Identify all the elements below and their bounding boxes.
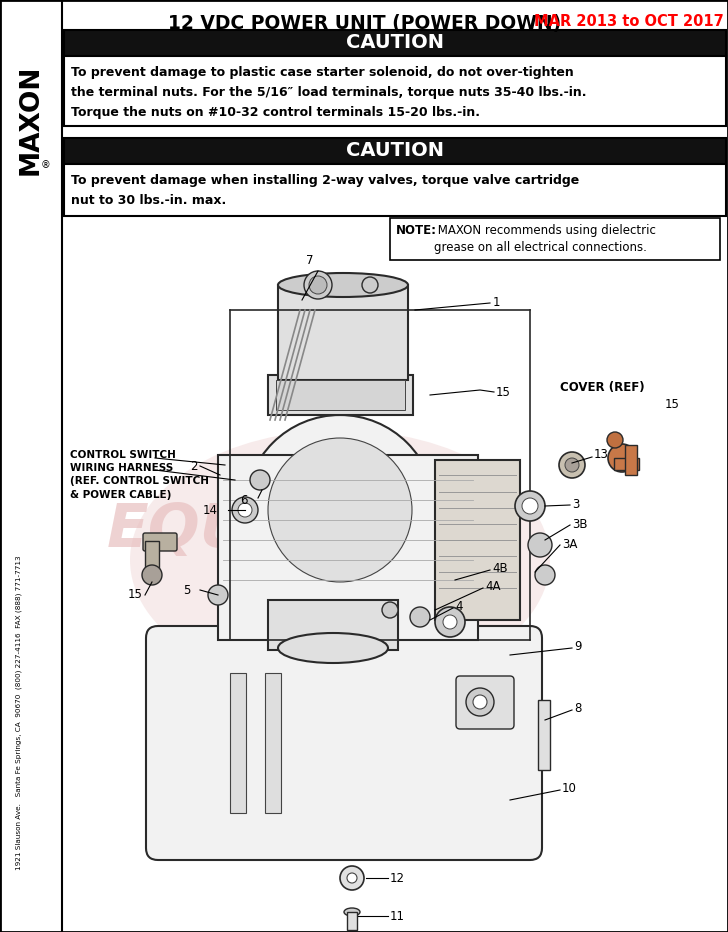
Circle shape xyxy=(304,271,332,299)
Bar xyxy=(435,460,520,620)
Text: 1921 Slauson Ave.   Santa Fe Springs, CA  90670  (800) 227-4116  FAX (888) 771-7: 1921 Slauson Ave. Santa Fe Springs, CA 9… xyxy=(16,555,23,870)
Circle shape xyxy=(443,615,457,629)
Text: nut to 30 lbs.-in. max.: nut to 30 lbs.-in. max. xyxy=(71,194,226,207)
Bar xyxy=(625,445,637,475)
Text: 1: 1 xyxy=(493,296,501,309)
Bar xyxy=(0,0,62,932)
Circle shape xyxy=(473,695,487,709)
Text: the terminal nuts. For the 5/16″ load terminals, torque nuts 35-40 lbs.-in.: the terminal nuts. For the 5/16″ load te… xyxy=(71,86,587,99)
FancyBboxPatch shape xyxy=(456,676,514,729)
Circle shape xyxy=(245,415,435,605)
Text: NOTE:: NOTE: xyxy=(396,224,437,237)
Ellipse shape xyxy=(130,430,550,690)
Circle shape xyxy=(340,866,364,890)
Bar xyxy=(64,56,726,126)
Text: SPECS: SPECS xyxy=(221,542,459,608)
Circle shape xyxy=(208,585,228,605)
Bar xyxy=(230,673,246,813)
Circle shape xyxy=(347,873,357,883)
Circle shape xyxy=(565,458,579,472)
Text: 12: 12 xyxy=(390,871,405,884)
Bar xyxy=(64,164,726,216)
Text: 15: 15 xyxy=(496,386,511,399)
Circle shape xyxy=(309,276,327,294)
Text: CAUTION: CAUTION xyxy=(346,34,444,52)
Bar xyxy=(347,912,357,930)
Text: 8: 8 xyxy=(574,703,582,716)
Bar xyxy=(265,673,281,813)
Ellipse shape xyxy=(278,273,408,297)
Circle shape xyxy=(466,688,494,716)
Bar xyxy=(268,600,398,650)
Circle shape xyxy=(362,277,378,293)
Text: MAXON: MAXON xyxy=(18,65,44,175)
Text: 4B: 4B xyxy=(492,563,507,575)
Text: COVER (REF): COVER (REF) xyxy=(560,381,644,394)
FancyBboxPatch shape xyxy=(143,533,177,551)
Text: ®: ® xyxy=(40,160,50,170)
Text: MAR 2013 to OCT 2017: MAR 2013 to OCT 2017 xyxy=(534,14,724,29)
Circle shape xyxy=(559,452,585,478)
Circle shape xyxy=(382,602,398,618)
Text: 15: 15 xyxy=(665,399,680,412)
Text: 4A: 4A xyxy=(485,581,501,594)
Text: MAXON recommends using dielectric
grease on all electrical connections.: MAXON recommends using dielectric grease… xyxy=(434,224,656,254)
Bar xyxy=(390,218,720,260)
Bar xyxy=(268,375,413,415)
Bar xyxy=(64,30,726,56)
Circle shape xyxy=(528,533,552,557)
Text: 11: 11 xyxy=(390,910,405,923)
Text: 5: 5 xyxy=(183,583,191,596)
Circle shape xyxy=(515,491,545,521)
Text: 12 VDC POWER UNIT (POWER DOWN): 12 VDC POWER UNIT (POWER DOWN) xyxy=(168,14,561,33)
Text: To prevent damage when installing 2-way valves, torque valve cartridge: To prevent damage when installing 2-way … xyxy=(71,174,579,187)
Text: EQUIPMENT: EQUIPMENT xyxy=(107,500,513,559)
Text: 9: 9 xyxy=(574,640,582,653)
Bar xyxy=(218,455,478,640)
Text: 13: 13 xyxy=(594,448,609,461)
Circle shape xyxy=(238,503,252,517)
Bar xyxy=(614,458,639,470)
Circle shape xyxy=(607,432,623,448)
Circle shape xyxy=(268,438,412,582)
Text: 7: 7 xyxy=(306,254,314,267)
Text: 4: 4 xyxy=(455,600,462,613)
Text: 3B: 3B xyxy=(572,517,587,530)
Bar xyxy=(276,380,405,410)
Text: Torque the nuts on #10-32 control terminals 15-20 lbs.-in.: Torque the nuts on #10-32 control termin… xyxy=(71,106,480,119)
Circle shape xyxy=(522,498,538,514)
Text: 6: 6 xyxy=(240,494,248,506)
Text: 14: 14 xyxy=(203,503,218,516)
Circle shape xyxy=(535,565,555,585)
Text: 15: 15 xyxy=(128,588,143,601)
Bar xyxy=(538,700,550,770)
Ellipse shape xyxy=(278,633,388,663)
Text: 3: 3 xyxy=(572,498,579,511)
Bar xyxy=(64,138,726,164)
Text: 2: 2 xyxy=(191,459,198,473)
Circle shape xyxy=(608,444,636,472)
Text: 10: 10 xyxy=(562,783,577,796)
Circle shape xyxy=(232,497,258,523)
Circle shape xyxy=(250,470,270,490)
Bar xyxy=(145,541,159,576)
Text: 3A: 3A xyxy=(562,538,577,551)
Bar xyxy=(278,285,408,380)
Circle shape xyxy=(410,607,430,627)
Circle shape xyxy=(435,607,465,637)
Text: To prevent damage to plastic case starter solenoid, do not over-tighten: To prevent damage to plastic case starte… xyxy=(71,66,574,79)
FancyBboxPatch shape xyxy=(146,626,542,860)
Text: CAUTION: CAUTION xyxy=(346,142,444,160)
Ellipse shape xyxy=(344,908,360,916)
Text: CONTROL SWITCH
WIRING HARNESS
(REF. CONTROL SWITCH
& POWER CABLE): CONTROL SWITCH WIRING HARNESS (REF. CONT… xyxy=(70,450,209,500)
Circle shape xyxy=(142,565,162,585)
